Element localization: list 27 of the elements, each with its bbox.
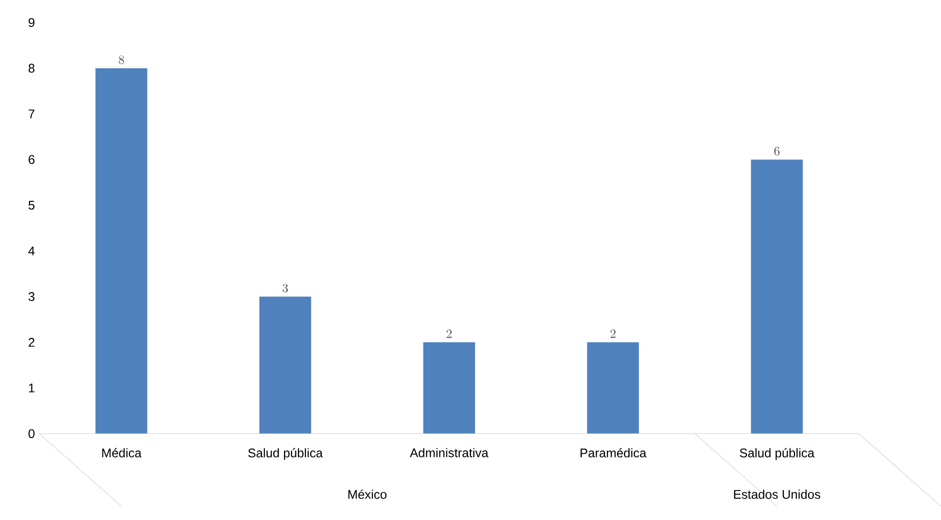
y-tick-label: 4 — [28, 246, 35, 256]
text: México — [348, 489, 386, 499]
text: Estados Unidos — [734, 490, 820, 499]
y-tick-label: 8 — [28, 64, 34, 73]
bar — [750, 160, 803, 434]
y-tick-label: 6 — [28, 155, 34, 164]
data-label: 3 — [282, 284, 288, 292]
bar — [259, 296, 312, 434]
bar — [423, 342, 476, 434]
data-label: 2 — [446, 330, 452, 338]
y-tick-label: 7 — [28, 110, 34, 118]
x-tick-label: Médica — [102, 448, 142, 458]
x-tick-label: Salud pública — [740, 448, 814, 460]
x-tick-label: Salud pública — [248, 448, 323, 460]
data-label: 2 — [610, 330, 616, 338]
y-tick-label: 0 — [28, 429, 35, 438]
bar — [587, 342, 639, 434]
y-tick-label: 9 — [28, 18, 34, 27]
y-tick-label: 5 — [28, 200, 34, 210]
x-tick-label: Administrativa — [410, 448, 488, 458]
data-label: 8 — [118, 55, 124, 64]
y-tick-label: 3 — [28, 292, 34, 302]
data-label: 6 — [774, 146, 780, 156]
y-tick-label: 2 — [28, 338, 34, 347]
y-tick-label: 1 — [29, 384, 34, 392]
bar — [95, 68, 148, 434]
x-tick-label: Paramédica — [580, 448, 646, 458]
